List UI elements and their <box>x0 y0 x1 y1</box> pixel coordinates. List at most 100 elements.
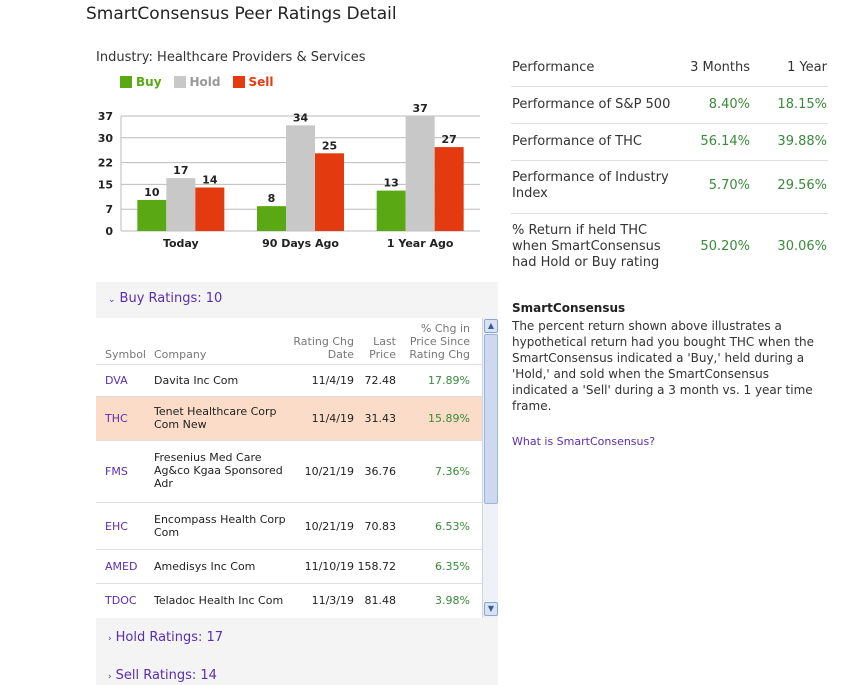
bar-buy <box>376 190 406 231</box>
sell-ratings-toggle[interactable]: › Sell Ratings: 14 <box>108 668 217 683</box>
data-label: 10 <box>144 186 160 199</box>
performance-3m: 50.20% <box>700 239 750 254</box>
row-date: 11/4/19 <box>311 374 354 387</box>
performance-label: Performance of S&P 500 <box>512 97 671 112</box>
legend-buy: Buy <box>120 75 162 89</box>
performance-row: Performance of S&P 500 8.40% 18.15% <box>511 87 828 124</box>
performance-1y: 39.88% <box>777 134 827 149</box>
performance-label: Performance of THC <box>512 134 642 149</box>
table-header: Symbol Company Rating Chg Date Last Pric… <box>96 318 482 364</box>
table-row[interactable]: TDOC Teladoc Health Inc Com 11/3/19 81.4… <box>96 583 482 618</box>
scroll-up-icon[interactable]: ▲ <box>484 319 498 333</box>
row-date: 10/21/19 <box>304 465 354 478</box>
row-pct: 17.89% <box>428 374 470 387</box>
legend-buy-label: Buy <box>136 75 162 89</box>
row-pct: 15.89% <box>428 412 470 425</box>
scrollbar-thumb[interactable] <box>484 334 498 504</box>
row-symbol[interactable]: AMED <box>105 560 138 573</box>
scroll-down-icon[interactable]: ▼ <box>484 602 498 616</box>
row-pct: 6.35% <box>435 560 470 573</box>
data-label: 27 <box>442 133 457 146</box>
row-company: Davita Inc Com <box>154 374 239 387</box>
data-label: 34 <box>293 111 309 124</box>
legend-sell: Sell <box>232 75 274 89</box>
buy-ratings-table: Symbol Company Rating Chg Date Last Pric… <box>96 318 498 618</box>
row-symbol[interactable]: TDOC <box>105 594 137 607</box>
performance-header-label: Performance <box>512 60 595 75</box>
performance-header-3m: 3 Months <box>690 60 750 75</box>
performance-1y: 30.06% <box>777 239 827 254</box>
row-company: Teladoc Health Inc Com <box>154 594 284 607</box>
buy-ratings-toggle[interactable]: ⌄ Buy Ratings: 10 <box>108 291 222 306</box>
performance-row: Performance of THC 56.14% 39.88% <box>511 124 828 161</box>
legend-hold-label: Hold <box>189 75 221 89</box>
data-label: 8 <box>268 192 276 205</box>
legend-hold-swatch <box>173 76 186 88</box>
x-tick-label: 1 Year Ago <box>387 237 454 250</box>
table-row-selected[interactable]: THC Tenet Healthcare Corp Com New 11/4/1… <box>96 396 482 440</box>
performance-table: Performance 3 Months 1 Year Performance … <box>511 48 828 278</box>
bar-hold <box>166 178 196 231</box>
table-row[interactable]: DVA Davita Inc Com 11/4/19 72.48 17.89% <box>96 364 482 396</box>
performance-1y: 18.15% <box>777 97 827 112</box>
data-label: 17 <box>173 164 188 177</box>
row-pct: 6.53% <box>435 520 470 533</box>
data-label: 25 <box>322 139 337 152</box>
bar-hold <box>405 116 435 231</box>
header-rating-date: Date <box>327 348 354 361</box>
x-tick-label: 90 Days Ago <box>262 237 339 250</box>
bar-sell <box>315 153 344 231</box>
smartconsensus-description: The percent return shown above illustrat… <box>512 319 815 413</box>
row-price: 72.48 <box>364 374 397 387</box>
legend-buy-swatch <box>120 76 132 88</box>
performance-1y: 29.56% <box>777 178 827 193</box>
y-tick-label: 0 <box>105 225 113 238</box>
row-symbol[interactable]: EHC <box>105 520 128 533</box>
y-tick-label: 37 <box>98 110 113 123</box>
data-label: 13 <box>384 177 399 190</box>
row-price: 81.48 <box>364 594 397 607</box>
performance-row: % Return if held THC when SmartConsensus… <box>511 214 828 278</box>
header-price: Price <box>369 348 396 361</box>
smartconsensus-title: SmartConsensus <box>512 301 626 315</box>
performance-header: Performance 3 Months 1 Year <box>511 48 828 87</box>
y-tick-label: 7 <box>105 203 113 216</box>
table-row[interactable]: AMED Amedisys Inc Com 11/10/19 158.72 6.… <box>96 549 482 583</box>
row-company: Amedisys Inc Com <box>154 560 256 573</box>
data-label: 14 <box>202 173 218 186</box>
row-symbol[interactable]: FMS <box>105 465 128 478</box>
chart-legend: Buy Hold Sell <box>120 75 286 89</box>
header-pct-2: Price Since <box>409 335 470 348</box>
bar-buy <box>137 199 167 231</box>
buy-ratings-label: Buy Ratings: 10 <box>119 291 223 306</box>
what-is-smartconsensus-link[interactable]: What is SmartConsensus? <box>512 435 656 448</box>
row-company: Encompass Health Corp Com <box>154 513 286 539</box>
page-title: SmartConsensus Peer Ratings Detail <box>86 4 397 24</box>
y-tick-label: 30 <box>98 132 114 145</box>
row-date: 10/21/19 <box>304 520 354 533</box>
performance-3m: 5.70% <box>708 178 750 193</box>
legend-sell-label: Sell <box>248 75 274 89</box>
performance-header-1y: 1 Year <box>787 60 827 75</box>
y-tick-label: 15 <box>98 178 113 191</box>
industry-label: Industry: Healthcare Providers & Service… <box>96 50 366 65</box>
table-row[interactable]: FMS Fresenius Med Care Ag&co Kgaa Sponso… <box>96 440 482 502</box>
table-row[interactable]: EHC Encompass Health Corp Com 10/21/19 7… <box>96 502 482 549</box>
row-price: 31.43 <box>364 412 397 425</box>
row-company: Fresenius Med Care Ag&co Kgaa Sponsored … <box>154 451 283 490</box>
performance-3m: 56.14% <box>700 134 750 149</box>
row-date: 11/4/19 <box>311 412 354 425</box>
chevron-right-icon: › <box>108 634 112 644</box>
row-price: 70.83 <box>364 520 397 533</box>
hold-ratings-label: Hold Ratings: 17 <box>115 630 224 645</box>
row-price: 158.72 <box>357 560 397 573</box>
table-scrollbar[interactable]: ▲ ▼ <box>482 318 498 618</box>
sell-ratings-label: Sell Ratings: 14 <box>115 668 217 683</box>
row-symbol[interactable]: THC <box>105 412 128 425</box>
performance-row: Performance of Industry Index 5.70% 29.5… <box>511 161 828 214</box>
hold-ratings-toggle[interactable]: › Hold Ratings: 17 <box>108 630 223 645</box>
legend-sell-swatch <box>232 76 245 88</box>
row-symbol[interactable]: DVA <box>105 374 128 387</box>
performance-3m: 8.40% <box>708 97 750 112</box>
chevron-right-icon: › <box>108 672 112 682</box>
